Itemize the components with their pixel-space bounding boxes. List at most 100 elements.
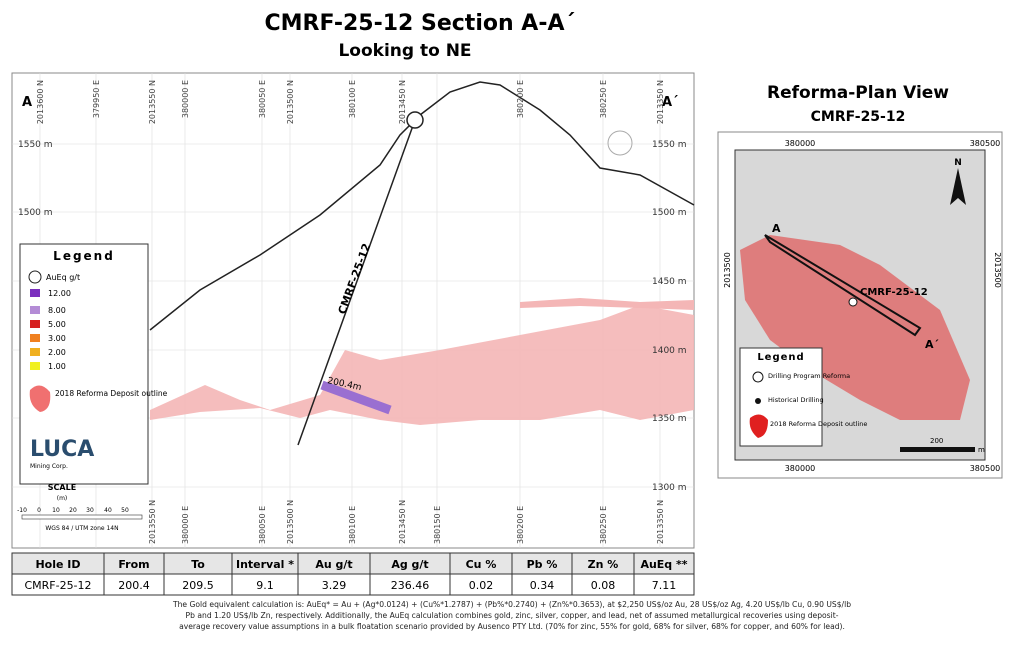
grade-label: 8.00 — [48, 306, 66, 315]
plan-legend-symbol — [752, 371, 764, 383]
title: CMRF-25-12 Section A-A´ — [265, 11, 576, 36]
plan-scale-bar — [900, 447, 975, 452]
section-line — [764, 234, 922, 337]
coord-label: 380250 E — [599, 506, 608, 544]
plan-coord: 380500 — [970, 464, 1001, 473]
plan-scale-unit: m — [978, 446, 985, 454]
table-cells: Hole ID From To Interval * Au g/t Ag g/t Cu % P… — [24, 558, 687, 592]
table-cell: 0.08 — [591, 579, 616, 592]
table-header-cell: Zn % — [588, 558, 619, 571]
deposit-outline — [150, 305, 694, 425]
table-header-cell: AuEq ** — [640, 558, 687, 571]
table-cell: CMRF-25-12 — [24, 579, 91, 592]
top-coords: 2013600 N 379950 E 2013550 N 380000 E 38… — [36, 80, 665, 124]
table-cell: 0.34 — [530, 579, 555, 592]
legend: Legend AuEq g/t 12.00 8.00 5.00 3.00 2.0… — [19, 243, 168, 485]
plan-outline — [740, 235, 970, 420]
scale-tick: -10 — [17, 507, 27, 514]
grade-label: 3.00 — [48, 334, 66, 343]
table-dividers — [103, 553, 635, 595]
deposit-outline — [520, 298, 694, 310]
plan-coord: 380500 — [970, 139, 1001, 148]
grade-swatch — [30, 334, 40, 342]
plan-hole-label: CMRF-25-12 — [860, 287, 928, 298]
grade-label: 5.00 — [48, 320, 66, 329]
coord-label: 380000 E — [181, 506, 190, 544]
scale-tick: 50 — [121, 507, 129, 514]
elev-label: 1300 m — [652, 483, 687, 493]
coord-label: 2013350 N — [656, 80, 665, 124]
collar — [406, 111, 424, 129]
coord-label: 380250 E — [599, 80, 608, 118]
elevations: 1550 m 1500 m 1450 m 1400 m 1350 m 1300 … — [18, 140, 687, 493]
coord-label: 380000 E — [181, 80, 190, 118]
table-header-cell: From — [118, 558, 149, 571]
section-end: A — [22, 95, 32, 110]
table-cell: 3.29 — [322, 579, 347, 592]
plan-collar — [848, 297, 858, 307]
footnote: The Gold equivalent calculation is: AuEq… — [172, 600, 851, 631]
scale-tick: 0 — [37, 507, 41, 514]
grade-swatch — [30, 362, 40, 370]
coord-label: 380050 E — [258, 506, 267, 544]
scale-tick: 30 — [86, 507, 94, 514]
elev-label: 1500 m — [652, 208, 687, 218]
scale-ticks: -10 0 10 20 30 40 50 — [17, 507, 129, 514]
legend-label: 2018 Reforma Deposit outline — [55, 389, 168, 398]
legend-label: AuEq g/t — [46, 273, 80, 282]
plan-scale-value: 200 — [930, 437, 943, 445]
table-header-cell: Pb % — [527, 558, 558, 571]
scale-bar — [21, 514, 143, 520]
legend-symbol — [28, 270, 42, 284]
elev-label: 1550 m — [18, 140, 53, 150]
coord-label: 380050 E — [258, 80, 267, 118]
grade-swatch — [30, 320, 40, 328]
scale-title: SCALE — [48, 483, 76, 492]
coord-label: 380200 E — [516, 506, 525, 544]
grade-labels: 12.00 8.00 5.00 3.00 2.00 1.00 — [48, 289, 71, 371]
table-header-cell: Hole ID — [35, 558, 80, 571]
plan-coord: 380000 — [785, 139, 816, 148]
elev-label: 1500 m — [18, 208, 53, 218]
legend-box — [19, 243, 149, 485]
legend-title: Legend — [53, 249, 115, 263]
grade-swatch — [30, 348, 40, 356]
table-row — [11, 573, 695, 596]
grade-label: 12.00 — [48, 289, 71, 298]
table-header-cell: To — [191, 558, 205, 571]
logo: LUCA — [30, 437, 94, 462]
coord-label: 379950 E — [92, 80, 101, 118]
footnote-line: average recovery value assumptions in a … — [179, 622, 845, 631]
elev-label: 1450 m — [652, 277, 687, 287]
table-cell: 236.46 — [391, 579, 430, 592]
plan-coord: 2013500 — [993, 252, 1002, 288]
plan-panel: Reforma-Plan View CMRF-25-12 CMRF-25-12 … — [717, 83, 1003, 479]
table-cell: 9.1 — [256, 579, 274, 592]
table-cell: 0.02 — [469, 579, 494, 592]
table-cell: 7.11 — [652, 579, 677, 592]
plan-coord: 2013500 — [723, 252, 732, 288]
grade-label: 1.00 — [48, 362, 66, 371]
coord-label: 380200 E — [516, 80, 525, 118]
grade-swatch — [30, 306, 40, 314]
grade-swatch — [30, 289, 40, 297]
coord-label: 2013550 N — [148, 80, 157, 124]
section-panel: A A´ 2013600 N 379950 E 2013550 N 380000… — [11, 72, 695, 549]
plan-legend-item: 2018 Reforma Deposit outline — [770, 420, 867, 428]
compass — [607, 130, 633, 156]
table-cell: 209.5 — [182, 579, 214, 592]
scale: SCALE (m) -10 0 10 20 30 40 50 WGS 84 / … — [17, 483, 143, 532]
plan-legend-symbol — [755, 398, 761, 404]
outline-swatch — [29, 385, 51, 412]
logo-sub: Mining Corp. — [30, 463, 68, 470]
plan-legend-item: Drilling Program Reforma — [768, 372, 850, 380]
coord-label: 2013600 N — [36, 80, 45, 124]
plan-legend-symbol — [749, 414, 768, 438]
footnote-line: Pb and 1.20 US$/lb Zn, respectively. Add… — [186, 611, 839, 620]
scale-tick: 40 — [104, 507, 112, 514]
north-arrow — [950, 168, 966, 205]
plan-legend-item: Historical Drilling — [768, 396, 824, 404]
subtitle: Looking to NE — [338, 41, 471, 61]
plan-end: A — [772, 222, 781, 235]
coord-label: 2013500 N — [286, 80, 295, 124]
